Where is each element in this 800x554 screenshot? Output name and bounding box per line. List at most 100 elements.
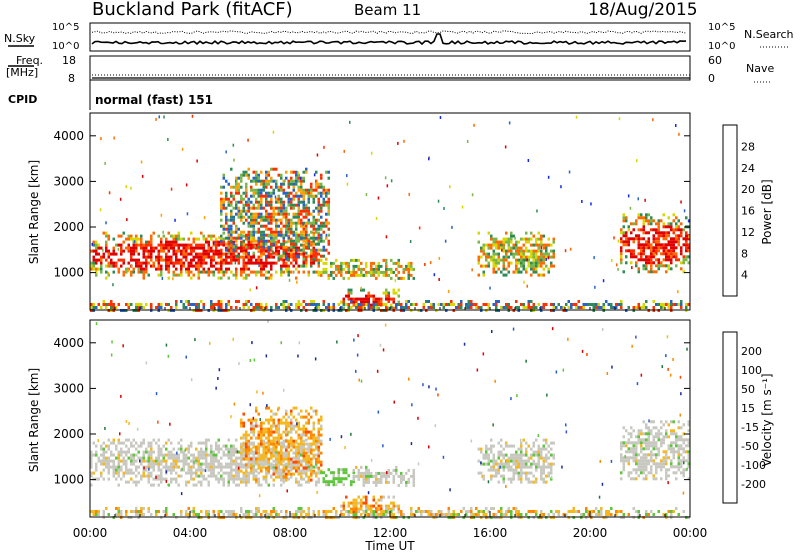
- heatmap-speckle: [302, 222, 304, 226]
- heatmap-cell: [525, 258, 528, 262]
- heatmap-cell: [520, 465, 523, 469]
- heatmap-cell: [287, 469, 290, 473]
- heatmap-cell: [667, 267, 670, 271]
- heatmap-cell: [292, 451, 295, 455]
- heatmap-cell: [287, 424, 290, 428]
- heatmap-cell: [345, 264, 348, 268]
- heatmap-cell: [227, 267, 230, 271]
- heatmap-cell: [292, 456, 295, 460]
- heatmap-cell: [305, 447, 308, 451]
- heatmap-cell: [337, 477, 340, 481]
- heatmap-cell: [195, 246, 198, 250]
- heatmap-cell: [127, 456, 130, 460]
- heatmap-cell: [507, 477, 510, 481]
- heatmap-cell: [667, 243, 670, 247]
- heatmap-cell: [287, 303, 290, 306]
- heatmap-cell: [527, 303, 530, 306]
- heatmap-cell: [170, 261, 173, 265]
- heatmap-cell: [540, 474, 543, 478]
- heatmap-cell: [657, 225, 660, 229]
- heatmap-cell: [667, 474, 670, 478]
- heatmap-cell: [242, 258, 245, 262]
- heatmap-cell: [267, 427, 270, 431]
- heatmap-cell: [225, 471, 228, 475]
- heatmap-cell: [625, 459, 628, 463]
- heatmap-cell: [295, 454, 298, 458]
- heatmap-cell: [290, 242, 293, 246]
- heatmap-cell: [375, 474, 378, 478]
- heatmap-cell: [642, 303, 645, 306]
- heatmap-cell: [382, 273, 385, 277]
- heatmap-speckle: [186, 212, 189, 216]
- heatmap-cell: [260, 197, 263, 201]
- heatmap-cell: [90, 474, 93, 478]
- heatmap-cell: [660, 426, 663, 430]
- heatmap-cell: [177, 261, 180, 265]
- heatmap-cell: [130, 273, 133, 277]
- heatmap-cell: [265, 454, 268, 458]
- heatmap-cell: [245, 513, 248, 516]
- heatmap-cell: [147, 261, 150, 265]
- heatmap-cell: [267, 233, 270, 237]
- heatmap-cell: [247, 418, 250, 422]
- heatmap-cell: [275, 412, 278, 416]
- heatmap-cell: [160, 450, 163, 454]
- heatmap-cell: [262, 475, 265, 479]
- heatmap-cell: [250, 188, 253, 192]
- heatmap-cell: [265, 258, 268, 262]
- heatmap-cell: [285, 191, 288, 195]
- heatmap-cell: [257, 471, 260, 475]
- heatmap-cell: [535, 243, 538, 247]
- heatmap-cell: [170, 471, 173, 475]
- heatmap-cell: [252, 218, 255, 222]
- heatmap-cell: [515, 450, 518, 454]
- heatmap-cell: [517, 459, 520, 463]
- heatmap-cell: [217, 255, 220, 259]
- heatmap-cell: [277, 433, 280, 437]
- heatmap-cell: [370, 474, 373, 478]
- heatmap-cell: [167, 468, 170, 472]
- heatmap-cell: [267, 445, 270, 449]
- heatmap-cell: [365, 480, 368, 484]
- heatmap-cell: [355, 513, 358, 516]
- heatmap-cell: [112, 252, 115, 256]
- heatmap-cell: [280, 451, 283, 455]
- heatmap-cell: [632, 477, 635, 481]
- heatmap-cell: [275, 442, 278, 446]
- heatmap-cell: [232, 215, 235, 219]
- heatmap-cell: [257, 255, 260, 259]
- heatmap-cell: [302, 433, 305, 437]
- heatmap-cell: [185, 510, 188, 513]
- heatmap-cell: [655, 453, 658, 457]
- heatmap-cell: [200, 471, 203, 475]
- heatmap-cell: [485, 252, 488, 256]
- heatmap-cell: [332, 306, 335, 309]
- heatmap-cell: [367, 471, 370, 475]
- heatmap-cell: [120, 234, 123, 238]
- heatmap-cell: [245, 510, 248, 513]
- heatmap-cell: [657, 219, 660, 223]
- heatmap-cell: [480, 246, 483, 250]
- heatmap-cell: [277, 462, 280, 466]
- heatmap-cell: [182, 468, 185, 472]
- heatmap-cell: [492, 258, 495, 262]
- heatmap-cell: [237, 209, 240, 213]
- heatmap-cell: [305, 215, 308, 219]
- heatmap-cell: [92, 264, 95, 268]
- heatmap-speckle: [203, 216, 206, 220]
- heatmap-cell: [90, 453, 93, 457]
- heatmap-cell: [550, 447, 553, 451]
- heatmap-cell: [282, 248, 285, 252]
- heatmap-cell: [95, 510, 98, 513]
- heatmap-cell: [397, 264, 400, 268]
- heatmap-cell: [620, 261, 623, 265]
- heatmap-cell: [312, 471, 315, 475]
- heatmap-cell: [265, 261, 268, 265]
- heatmap-cell: [622, 459, 625, 463]
- heatmap-cell: [620, 303, 623, 306]
- heatmap-cell: [202, 255, 205, 259]
- heatmap-cell: [682, 474, 685, 478]
- heatmap-cell: [405, 471, 408, 475]
- heatmap-cell: [527, 261, 530, 265]
- heatmap-cell: [100, 255, 103, 259]
